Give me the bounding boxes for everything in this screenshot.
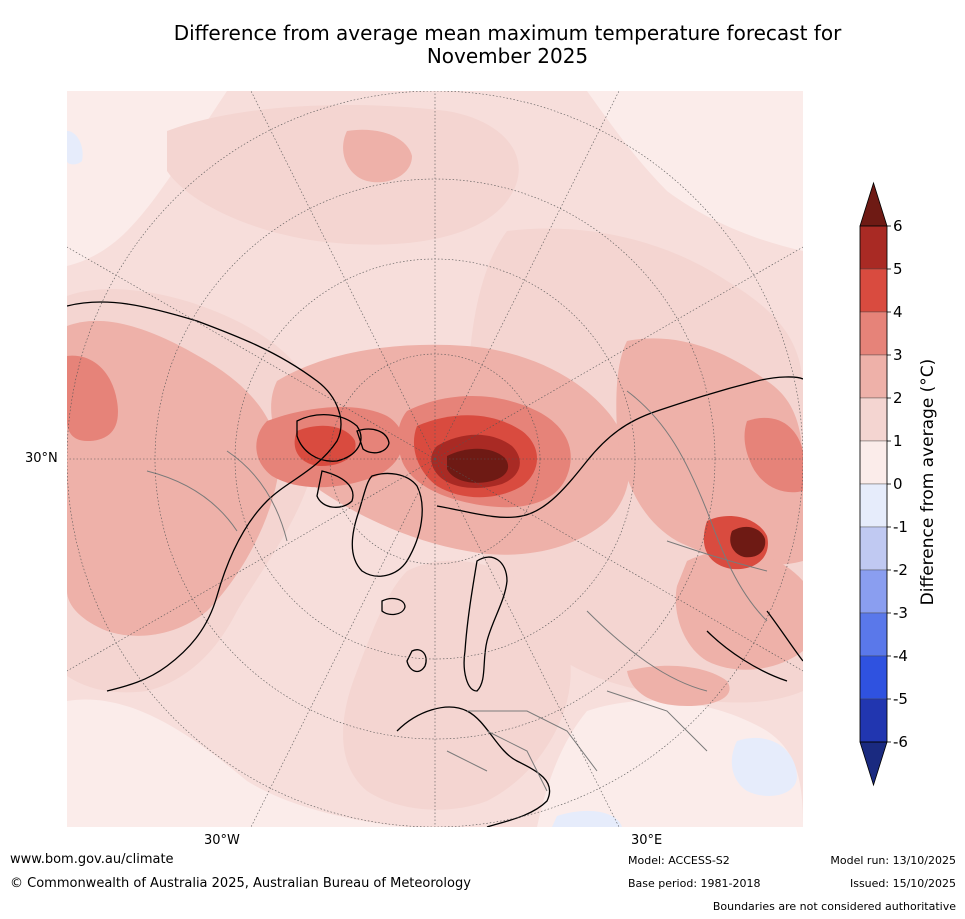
- colorbar-segment: [859, 526, 888, 571]
- colorbar-tick-label: 5: [893, 260, 903, 278]
- colorbar-title: Difference from average (°C): [918, 358, 938, 606]
- colorbar-extend-bottom: [859, 741, 888, 787]
- colorbar-tick-label: 2: [893, 389, 903, 407]
- colorbar-tick-label: 6: [893, 217, 903, 235]
- colorbar-tick-label: -4: [893, 647, 908, 665]
- anomaly-0-1-region-siberia: [587, 91, 803, 251]
- colorbar-extend-top: [859, 181, 888, 227]
- anomaly-neg-region-africa: [552, 810, 622, 827]
- colorbar-segment: [859, 698, 888, 743]
- boundaries-disclaimer: Boundaries are not considered authoritat…: [712, 900, 956, 913]
- anomaly-2-3-region-alaska-isle: [343, 129, 412, 183]
- colorbar-segment: [859, 354, 888, 399]
- issued-date: Issued: 15/10/2025: [849, 877, 956, 890]
- meridian-60e: [434, 458, 803, 672]
- borders-asia: [586, 390, 768, 692]
- colorbar-tick-label: -1: [893, 518, 908, 536]
- coastline-east-asia: [706, 610, 803, 682]
- colorbar-segment: [859, 397, 888, 442]
- colorbar-tick-label: -5: [893, 690, 908, 708]
- anomaly-0-1-region-mideast: [537, 700, 803, 827]
- anomaly-neg-region-mideast: [731, 737, 797, 796]
- chart-title-line2: November 2025: [426, 44, 589, 68]
- anomaly-2-3-region-china: [675, 550, 803, 670]
- colorbar-segment: [859, 612, 888, 657]
- coastline-uk: [406, 649, 427, 673]
- anomaly-4-5-region-baffin: [294, 425, 356, 466]
- colorbar: 6 5 4 3 2 1 0 -1 -2 -3 -4 -5 -6: [859, 181, 908, 787]
- colorbar-tick-label: 1: [893, 432, 903, 450]
- colorbar-segment: [859, 569, 888, 614]
- colorbar-tick-label: 4: [893, 303, 903, 321]
- colorbar-segment: [859, 225, 888, 270]
- coastline-scandinavia: [463, 556, 508, 692]
- colorbar-tick-label: -3: [893, 604, 908, 622]
- meridian-120e: [434, 246, 803, 460]
- anomaly-6plus-region-kara: [447, 448, 509, 483]
- base-period: Base period: 1981-2018: [628, 877, 761, 890]
- anomaly-3-4-region-kazakh: [744, 417, 803, 493]
- borders-europe: [446, 690, 708, 792]
- anomaly-1-2-region-europe: [343, 560, 571, 810]
- website-link[interactable]: www.bom.gov.au/climate: [10, 852, 174, 867]
- coastline-canadian-archipelago: [296, 414, 390, 508]
- anomaly-3-4-region-alaska: [67, 355, 118, 441]
- colorbar-segment: [859, 268, 888, 313]
- coastline-iceland: [381, 597, 406, 616]
- colorbar-segment: [859, 483, 888, 528]
- anomaly-1-2-region-northpacific: [167, 105, 519, 245]
- anomaly-6plus-region-mongolia: [730, 526, 766, 558]
- anomaly-2-3-region-canada: [67, 320, 279, 636]
- borders-north-america: [146, 450, 288, 542]
- coastline-europe: [396, 706, 551, 827]
- copyright-text: © Commonwealth of Australia 2025, Austra…: [10, 876, 471, 891]
- lon-label-30w: 30°W: [204, 833, 240, 848]
- colorbar-segment: [859, 440, 888, 485]
- coastline-eurasia-north: [436, 376, 803, 519]
- colorbar-tick-label: 0: [893, 475, 903, 493]
- colorbar-segment: [859, 655, 888, 700]
- coastline-greenland: [351, 472, 423, 577]
- lon-label-30e: 30°E: [631, 833, 663, 848]
- meridian-60w: [67, 458, 436, 672]
- chart-title: Difference from average mean maximum tem…: [60, 22, 955, 68]
- colorbar-segment: [859, 311, 888, 356]
- meridian-120w: [67, 246, 436, 460]
- model-name: Model: ACCESS-S2: [628, 854, 730, 867]
- colorbar-tick-label: -2: [893, 561, 908, 579]
- lat-label-30n: 30°N: [25, 451, 58, 466]
- model-run-date: Model run: 13/10/2025: [830, 854, 956, 867]
- colorbar-tick-label: -6: [893, 733, 908, 751]
- forecast-map: [67, 91, 803, 827]
- anomaly-2-3-region-east-siberia: [616, 338, 803, 565]
- colorbar-tick-label: 3: [893, 346, 903, 364]
- anomaly-2-3-region-iran: [627, 665, 730, 706]
- anomaly-0-1-region-atlantic: [67, 699, 407, 827]
- chart-title-line1: Difference from average mean maximum tem…: [173, 21, 842, 45]
- anomaly-neg-region-pacific-east: [67, 131, 83, 165]
- coastline-north-america: [67, 301, 342, 692]
